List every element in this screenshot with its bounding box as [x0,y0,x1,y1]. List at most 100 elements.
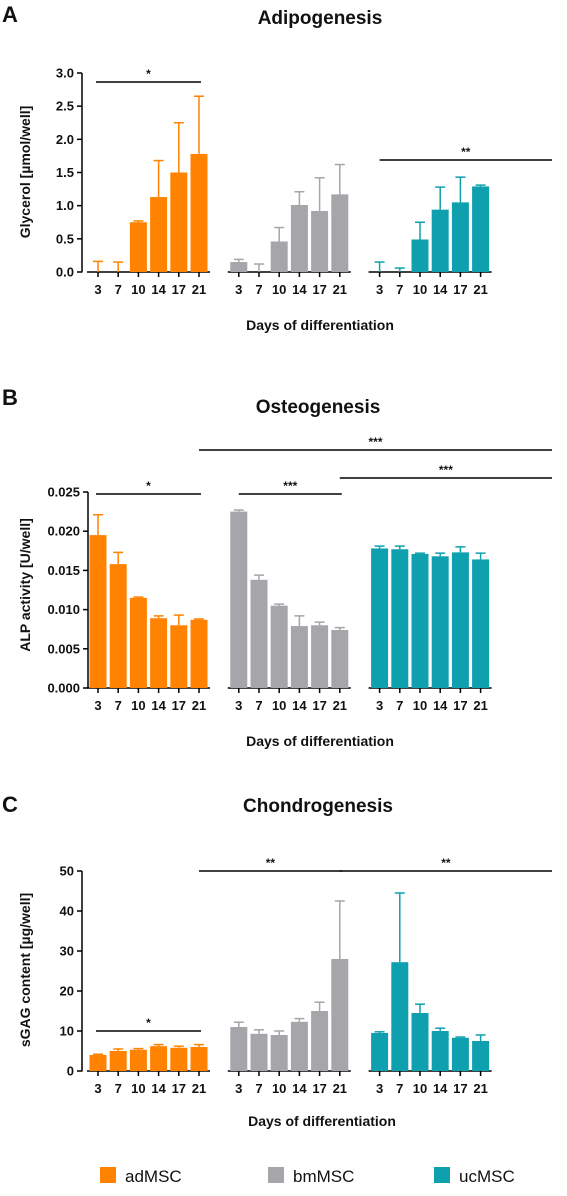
bar [129,1049,147,1071]
significance-label: *** [439,463,453,477]
y-tick-label: 0.020 [47,524,80,539]
bar [431,209,449,272]
bar [129,222,147,272]
x-tick-label: 3 [94,282,101,297]
significance-label: * [146,479,151,493]
x-tick-label: 3 [94,1081,101,1096]
y-axis-title-adipogenesis: Glycerol [µmol/well] [17,106,33,239]
y-tick-label: 1.5 [56,165,74,180]
x-tick-label: 7 [396,1081,403,1096]
x-tick-label: 17 [453,282,467,297]
y-tick-label: 3.0 [56,66,74,81]
y-tick-label: 2.5 [56,99,74,114]
y-tick-label: 0.000 [47,681,80,696]
x-tick-label: 14 [151,1081,166,1096]
bar [150,618,168,688]
x-tick-label: 14 [292,1081,307,1096]
bar [270,241,288,272]
x-tick-label: 14 [292,282,307,297]
y-tick-label: 1.0 [56,198,74,213]
x-tick-label: 10 [272,698,286,713]
x-tick-label: 21 [333,282,347,297]
legend-swatch-bmmsc [268,1167,284,1183]
x-tick-label: 3 [94,698,101,713]
bar [190,153,208,272]
legend-label-admsc: adMSC [125,1167,182,1186]
bar [250,1033,268,1071]
y-tick-label: 40 [60,904,74,919]
x-tick-label: 10 [413,1081,427,1096]
bar [230,1027,248,1071]
x-tick-label: 17 [172,282,186,297]
x-tick-label: 14 [292,698,307,713]
bar [472,1041,490,1071]
x-tick-label: 14 [433,282,448,297]
x-tick-label: 3 [376,282,383,297]
x-tick-label: 21 [333,698,347,713]
y-tick-label: 0.5 [56,231,74,246]
significance-label: ** [266,856,276,870]
bar [109,1051,127,1071]
y-axis-title-osteogenesis: ALP activity [U/well] [17,518,33,652]
bar [170,172,188,272]
chart-title-osteogenesis: Osteogenesis [256,397,381,418]
x-tick-label: 17 [312,1081,326,1096]
bar [391,549,409,688]
x-tick-label: 17 [453,1081,467,1096]
significance-label: ** [441,856,451,870]
bar [451,552,469,688]
x-tick-label: 7 [115,698,122,713]
y-axis-title-chondrogenesis: sGAG content [µg/well] [17,893,33,1047]
x-tick-label: 7 [115,282,122,297]
bar [250,579,268,688]
bar [451,202,469,272]
panel-letter-a: A [2,2,18,27]
chart-title-chondrogenesis: Chondrogenesis [243,796,393,817]
bar [331,194,349,272]
y-tick-label: 0 [67,1064,74,1079]
y-tick-label: 0.010 [47,602,80,617]
x-tick-label: 21 [192,282,206,297]
x-tick-label: 21 [473,1081,487,1096]
bar [89,1055,107,1071]
significance-label: *** [368,435,382,449]
significance-label: *** [283,479,297,493]
x-tick-label: 3 [376,698,383,713]
y-tick-label: 50 [60,864,74,879]
x-tick-label: 17 [172,698,186,713]
bar [270,605,288,688]
bar [230,511,248,688]
y-tick-label: 30 [60,944,74,959]
x-tick-label: 21 [192,698,206,713]
y-tick-label: 2.0 [56,132,74,147]
x-tick-label: 7 [396,698,403,713]
panel-letter-c: C [2,792,18,817]
legend: adMSC bmMSC ucMSC [100,1167,515,1186]
bar [129,597,147,688]
bar [290,205,308,272]
x-tick-label: 14 [151,282,166,297]
x-tick-label: 10 [131,698,145,713]
x-tick-label: 3 [376,1081,383,1096]
x-tick-label: 7 [115,1081,122,1096]
x-axis-title-chondrogenesis: Days of differentiation [248,1113,396,1129]
panel-chondrogenesis: C Chondrogenesis Days of differentiation… [2,792,552,1129]
bar [411,239,429,272]
x-tick-label: 3 [235,698,242,713]
y-tick-label: 0.005 [47,641,80,656]
x-tick-label: 7 [255,1081,262,1096]
bar [290,626,308,688]
x-axis-title-osteogenesis: Days of differentiation [246,733,394,749]
x-tick-label: 7 [255,282,262,297]
x-tick-label: 10 [272,1081,286,1096]
y-tick-label: 0.0 [56,265,74,280]
significance-label: * [146,1016,151,1030]
bar [331,959,349,1071]
bar [150,197,168,272]
x-tick-label: 14 [433,1081,448,1096]
bar [391,962,409,1071]
x-tick-label: 21 [473,282,487,297]
bar [371,1033,389,1071]
x-tick-label: 17 [172,1081,186,1096]
bar [230,262,248,272]
